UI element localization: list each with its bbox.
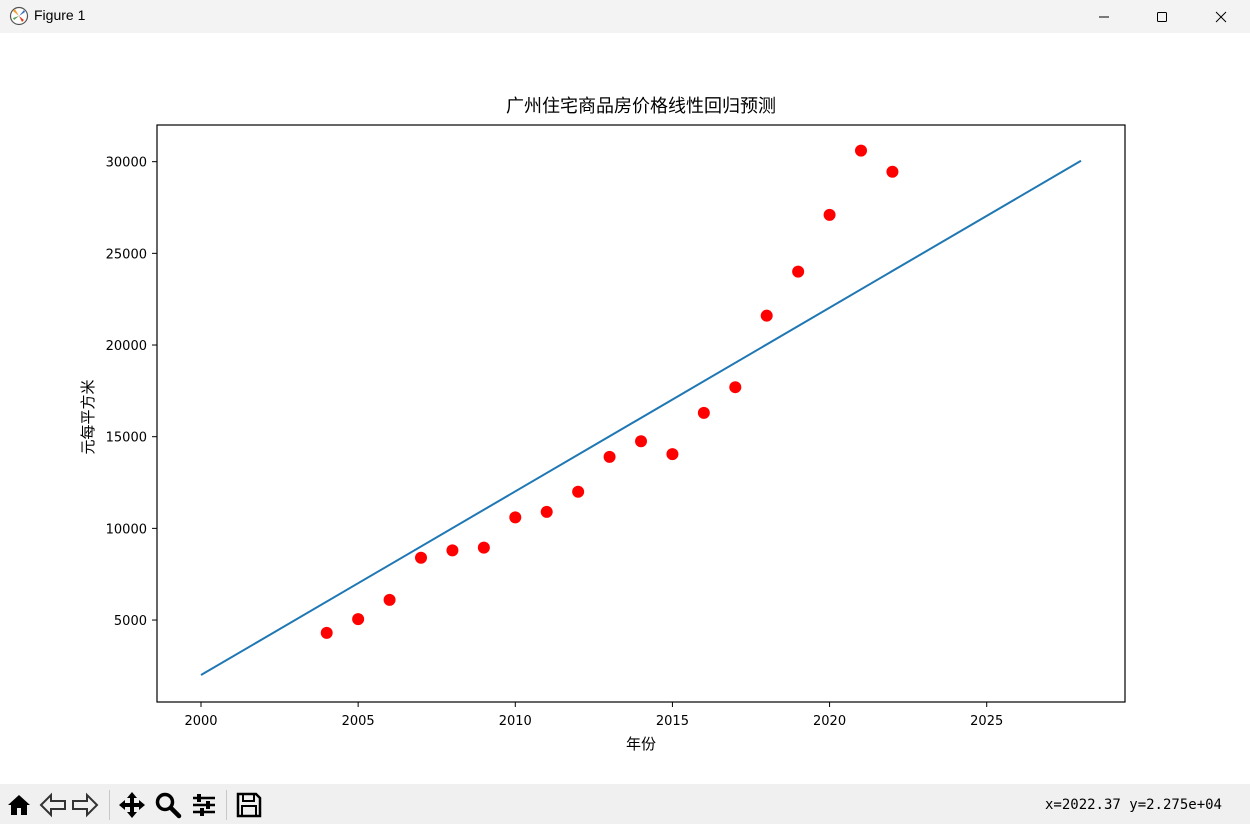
data-point bbox=[886, 165, 899, 178]
data-point bbox=[729, 381, 742, 394]
data-point bbox=[320, 626, 333, 639]
forward-button[interactable] bbox=[70, 790, 100, 820]
minimize-button[interactable] bbox=[1075, 0, 1133, 33]
chart: 广州住宅商品房价格线性回归预测 年份 元每平方米 2000 2005 2010 201… bbox=[79, 96, 1126, 753]
data-point bbox=[352, 613, 365, 626]
y-tick-label: 15000 bbox=[106, 431, 147, 446]
x-axis-label: 年份 bbox=[626, 735, 656, 753]
configure-icon bbox=[193, 794, 215, 816]
y-tick-label: 30000 bbox=[106, 156, 147, 171]
chart-title: 广州住宅商品房价格线性回归预测 bbox=[506, 96, 776, 117]
cursor-coordinates: x=2022.37 y=2.275e+04 bbox=[1044, 797, 1222, 813]
data-point bbox=[635, 435, 647, 448]
toolbar-separator bbox=[109, 790, 110, 820]
zoom-icon bbox=[155, 792, 182, 819]
data-point bbox=[415, 551, 427, 564]
pan-icon bbox=[119, 792, 145, 818]
x-tick-label: 2000 bbox=[184, 714, 217, 729]
plot-area: 2000 2005 2010 2015 2020 2025 5000 10000 15000 20… bbox=[106, 124, 1126, 729]
window-title: Figure 1 bbox=[34, 7, 86, 23]
y-tick-label: 10000 bbox=[106, 522, 147, 537]
home-icon bbox=[8, 795, 30, 815]
x-tick-label: 2010 bbox=[499, 714, 532, 729]
figure-canvas[interactable]: 广州住宅商品房价格线性回归预测 年份 元每平方米 2000 2005 2010 201… bbox=[0, 33, 1250, 784]
navigation-toolbar: x=2022.37 y=2.275e+04 bbox=[0, 784, 1250, 824]
window-titlebar: Figure 1 bbox=[0, 0, 1250, 33]
forward-icon bbox=[72, 792, 99, 818]
back-icon bbox=[39, 792, 66, 818]
matplotlib-logo-icon bbox=[9, 6, 29, 26]
data-point bbox=[446, 544, 459, 557]
pan-button[interactable] bbox=[117, 790, 147, 820]
y-axis-label: 元每平方米 bbox=[79, 379, 97, 454]
minimize-icon bbox=[1099, 16, 1109, 17]
x-tick-label: 2025 bbox=[970, 714, 1003, 729]
save-icon bbox=[236, 792, 262, 818]
data-point bbox=[760, 309, 773, 322]
maximize-button[interactable] bbox=[1133, 0, 1191, 33]
axes-frame bbox=[156, 124, 1126, 703]
data-point bbox=[572, 485, 585, 498]
data-point bbox=[823, 208, 836, 221]
zoom-button[interactable] bbox=[153, 790, 183, 820]
data-point bbox=[509, 511, 522, 524]
y-tick-label: 5000 bbox=[114, 614, 147, 629]
data-point bbox=[666, 448, 679, 461]
close-icon bbox=[1215, 11, 1227, 22]
data-point bbox=[477, 541, 490, 554]
data-point bbox=[697, 406, 710, 419]
data-point bbox=[383, 593, 396, 606]
data-point bbox=[792, 265, 805, 278]
toolbar-separator bbox=[226, 790, 227, 820]
x-tick-label: 2020 bbox=[813, 714, 846, 729]
home-button[interactable] bbox=[4, 790, 34, 820]
y-tick-label: 25000 bbox=[106, 247, 147, 262]
data-point bbox=[540, 505, 553, 518]
back-button[interactable] bbox=[38, 790, 68, 820]
x-tick-label: 2015 bbox=[656, 714, 689, 729]
regression-line bbox=[200, 159, 1082, 676]
configure-subplots-button[interactable] bbox=[189, 790, 219, 820]
y-tick-label: 20000 bbox=[106, 339, 147, 354]
data-point bbox=[603, 450, 616, 463]
save-button[interactable] bbox=[234, 790, 264, 820]
data-point bbox=[855, 144, 867, 157]
maximize-icon bbox=[1157, 11, 1167, 22]
close-button[interactable] bbox=[1192, 0, 1250, 33]
x-tick-label: 2005 bbox=[342, 714, 375, 729]
